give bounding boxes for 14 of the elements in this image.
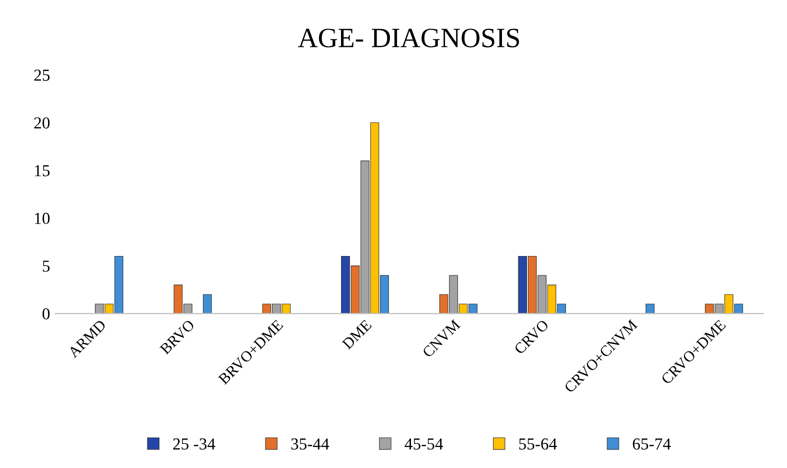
- legend-label: 25 -34: [173, 438, 216, 450]
- y-tick-label: 25: [34, 70, 50, 81]
- y-tick-label: 20: [34, 117, 50, 129]
- legend-label: 65-74: [632, 438, 671, 450]
- legend-label: 45-54: [404, 438, 444, 450]
- chart-title: AGE- DIAGNOSIS: [298, 28, 520, 48]
- y-tick-label: 5: [42, 260, 50, 272]
- bar: [202, 294, 212, 314]
- y-tick-label: 15: [35, 165, 50, 176]
- legend-label: 55-64: [519, 438, 557, 450]
- bar: [646, 304, 654, 314]
- y-tick-label: 10: [35, 212, 50, 224]
- y-tick-label: 0: [42, 308, 50, 320]
- legend-label: 35-44: [291, 438, 330, 450]
